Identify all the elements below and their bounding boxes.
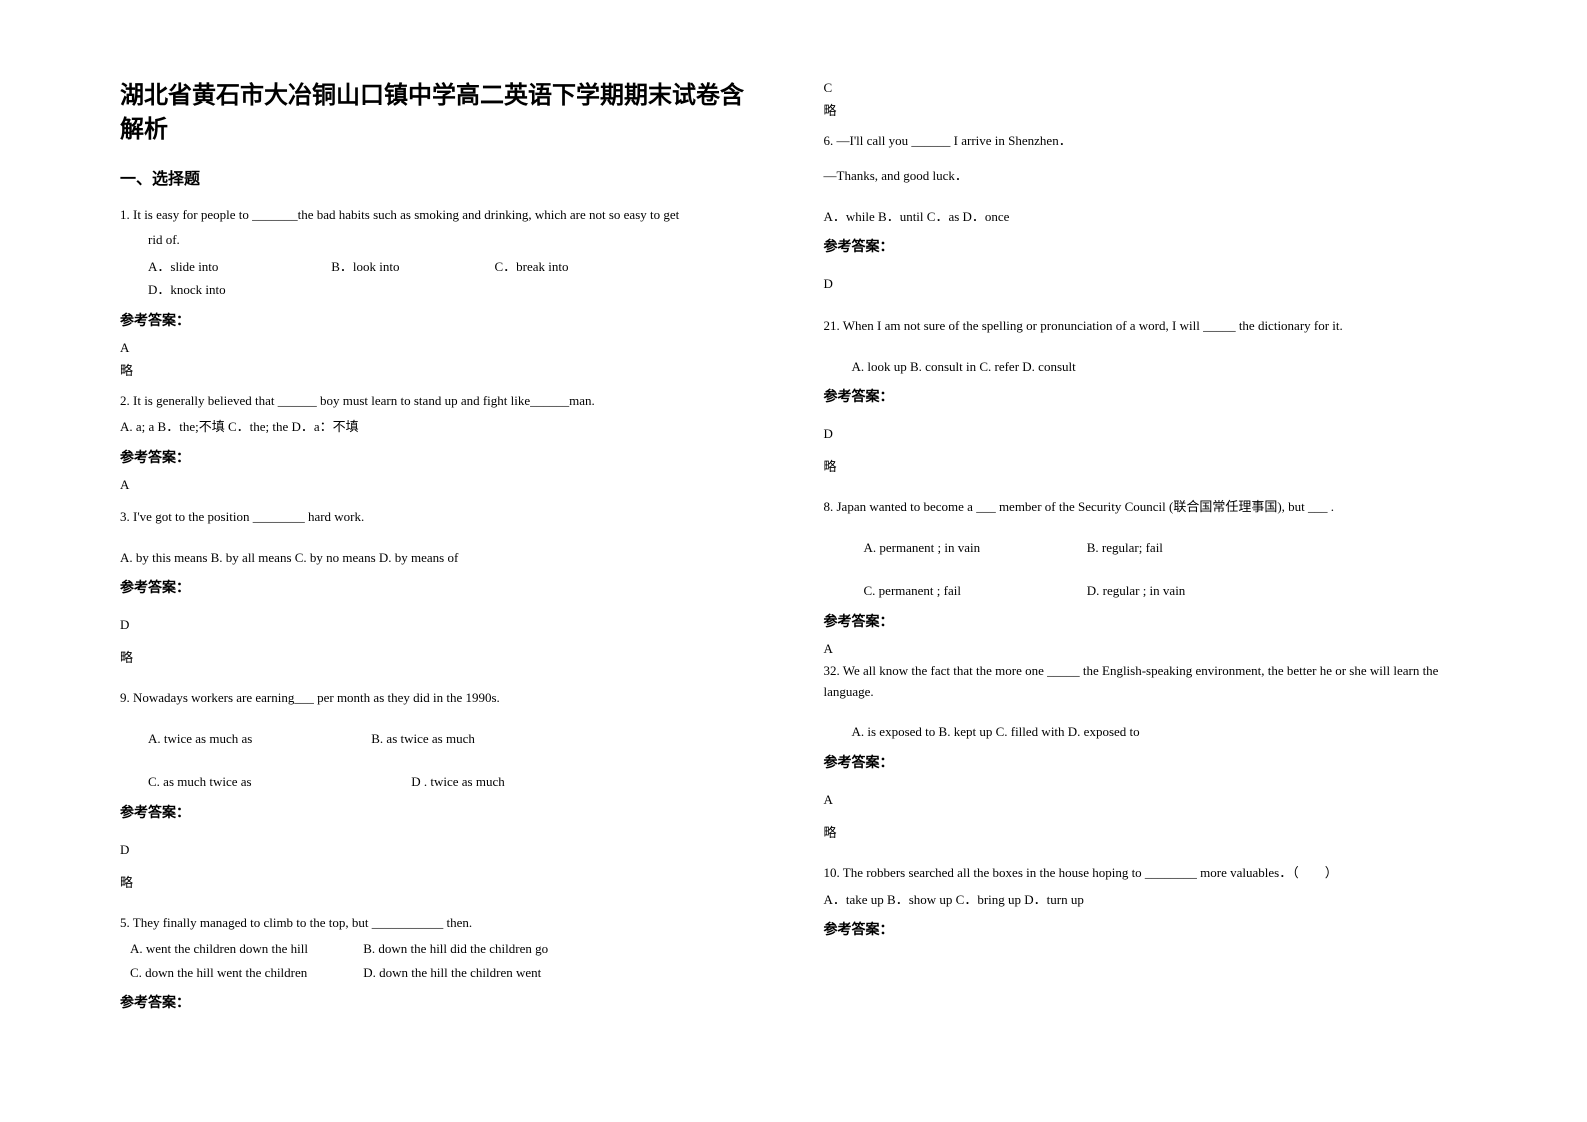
q3-text: 3. I've got to the position ________ har… [120,507,764,528]
question-1: 1. It is easy for people to _______the b… [120,205,764,301]
q21-answer: D [824,426,1468,442]
q8-optB: B. regular; fail [1087,540,1163,555]
q3-answer-label: 参考答案： [120,577,764,597]
q9-omit: 略 [120,872,764,891]
q32-omit: 略 [824,822,1468,841]
q1-text2: rid of. [148,230,764,251]
q3-options: A. by this means B. by all means C. by n… [120,546,764,569]
q8-optA: A. permanent ; in vain [864,536,1084,559]
question-8: 8. Japan wanted to become a ___ member o… [824,497,1468,603]
q3-answer: D [120,617,764,633]
q6-text2: —Thanks, and good luck． [824,166,1468,187]
q2-options: A. a; a B．the;不填 C．the; the D．a：不填 [120,415,764,438]
q1-optD: D．knock into [148,282,226,297]
q1-optB: B．look into [331,255,491,278]
q5-answer-label: 参考答案： [120,992,764,1012]
q32-text: 32. We all know the fact that the more o… [824,661,1468,703]
q10-answer-label: 参考答案： [824,919,1468,939]
question-9: 9. Nowadays workers are earning___ per m… [120,688,764,794]
q1-optA: A．slide into [148,255,328,278]
q8-answer: A [824,641,1468,657]
q5-text: 5. They finally managed to climb to the … [120,913,764,934]
q2-answer-label: 参考答案： [120,447,764,467]
q1-omit: 略 [120,360,764,379]
q9-optB: B. as twice as much [371,731,475,746]
q6-answer-label: 参考答案： [824,236,1468,256]
q8-text: 8. Japan wanted to become a ___ member o… [824,497,1468,518]
q21-omit: 略 [824,456,1468,475]
q21-options: A. look up B. consult in C. refer D. con… [852,355,1468,378]
q32-answer: A [824,792,1468,808]
q21-answer-label: 参考答案： [824,386,1468,406]
q21-text: 21. When I am not sure of the spelling o… [824,316,1468,337]
q6-answer: D [824,276,1468,292]
q3-omit: 略 [120,647,764,666]
q5-optB: B. down the hill did the children go [363,941,548,956]
q10-options: A．take up B．show up C．bring up D．turn up [824,888,1468,911]
q9-answer: D [120,842,764,858]
question-2: 2. It is generally believed that ______ … [120,391,764,439]
q2-text: 2. It is generally believed that ______ … [120,391,764,412]
q6-options: A．while B．until C．as D．once [824,205,1468,228]
q2-answer: A [120,477,764,493]
q8-optC: C. permanent ; fail [864,579,1084,602]
q9-optC: C. as much twice as [148,770,408,793]
question-10: 10. The robbers searched all the boxes i… [824,863,1468,911]
q1-answer-label: 参考答案： [120,310,764,330]
question-21: 21. When I am not sure of the spelling o… [824,316,1468,378]
q1-optC: C．break into [495,255,635,278]
q10-text: 10. The robbers searched all the boxes i… [824,863,1468,884]
q5-answer: C [824,80,1468,96]
question-6: 6. —I'll call you ______ I arrive in She… [824,131,1468,228]
q1-answer: A [120,340,764,356]
q5-omit: 略 [824,100,1468,119]
q9-optA: A. twice as much as [148,727,368,750]
q8-optD: D. regular ; in vain [1087,583,1186,598]
q9-optD: D . twice as much [411,774,505,789]
document-title: 湖北省黄石市大冶铜山口镇中学高二英语下学期期末试卷含解析 [120,80,764,147]
q32-options: A. is exposed to B. kept up C. filled wi… [852,720,1468,743]
q5-optD: D. down the hill the children went [363,965,541,980]
q8-answer-label: 参考答案： [824,611,1468,631]
q1-text1: 1. It is easy for people to _______the b… [120,205,764,226]
question-5: 5. They finally managed to climb to the … [120,913,764,985]
q9-answer-label: 参考答案： [120,802,764,822]
q6-text1: 6. —I'll call you ______ I arrive in She… [824,131,1468,152]
q32-answer-label: 参考答案： [824,752,1468,772]
question-3: 3. I've got to the position ________ har… [120,507,764,569]
q5-optC: C. down the hill went the children [130,961,360,984]
q9-text: 9. Nowadays workers are earning___ per m… [120,688,764,709]
question-32: 32. We all know the fact that the more o… [824,661,1468,744]
q5-optA: A. went the children down the hill [130,937,360,960]
section-heading: 一、选择题 [120,165,764,189]
